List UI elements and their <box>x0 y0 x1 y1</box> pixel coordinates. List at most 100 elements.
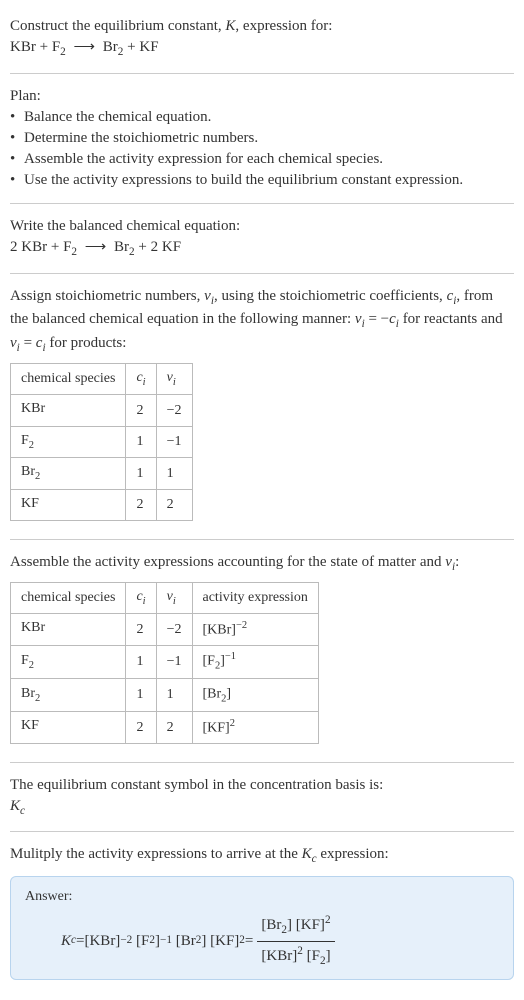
var-c: c <box>389 311 396 327</box>
superscript: −1 <box>225 651 236 662</box>
bullet-icon: • <box>10 149 24 170</box>
divider <box>10 73 514 74</box>
var-k: K <box>61 931 71 952</box>
text: [KBr] <box>261 948 297 964</box>
table-row: KF22[KF]2 <box>11 712 319 743</box>
text: [Br <box>203 687 222 702</box>
numerator: [Br2] [KF]2 <box>257 913 334 942</box>
cell-species: KBr <box>11 395 126 426</box>
superscript: −1 <box>160 933 172 949</box>
arrow-icon: ⟶ <box>85 237 107 258</box>
text: Br <box>21 464 35 479</box>
col-species: chemical species <box>11 582 126 613</box>
subscript: 2 <box>35 471 40 482</box>
balanced-equation: 2 KBr + F2 ⟶ Br2 + 2 KF <box>10 237 514 261</box>
cell-c: 2 <box>126 395 156 426</box>
text: Assign stoichiometric numbers, <box>10 288 204 304</box>
sub-c: c <box>20 805 25 817</box>
text: : <box>455 554 459 570</box>
text: ] [KF] <box>287 917 325 933</box>
cell-c: 2 <box>126 614 156 645</box>
plan-bullet: •Balance the chemical equation. <box>10 107 514 128</box>
var-nu: ν <box>355 311 362 327</box>
text: Mulitply the activity expressions to arr… <box>10 846 302 862</box>
cell-v: −2 <box>156 614 192 645</box>
answer-expression: Kc = [KBr]−2 [F2]−1 [Br2] [KF]2 = [Br2] … <box>25 913 499 970</box>
col-ci: ci <box>126 363 156 394</box>
term: [F <box>136 931 149 952</box>
sub-i: i <box>143 596 146 607</box>
text: [F <box>203 654 215 669</box>
divider <box>10 203 514 204</box>
arrow-icon: ⟶ <box>74 37 96 58</box>
subscript: 2 <box>29 440 34 451</box>
species: F <box>52 39 60 55</box>
cell-species: KBr <box>11 614 126 645</box>
text: Br <box>21 686 35 701</box>
text: [KBr] <box>203 623 236 638</box>
assign-text: Assign stoichiometric numbers, νi, using… <box>10 286 514 357</box>
cell-v: 2 <box>156 489 192 520</box>
text: [KF] <box>203 720 230 735</box>
text: [F <box>303 948 320 964</box>
text: = − <box>365 311 389 327</box>
text: [Br <box>261 917 281 933</box>
var-k: K <box>10 798 20 814</box>
bullet-text: Determine the stoichiometric numbers. <box>24 128 258 149</box>
species: Br <box>103 39 118 55</box>
cell-species: F2 <box>11 426 126 457</box>
unbalanced-equation: KBr + F2 ⟶ Br2 + KF <box>10 37 514 61</box>
cell-c: 1 <box>126 645 156 678</box>
subscript: 2 <box>71 246 77 258</box>
cell-c: 1 <box>126 426 156 457</box>
table-row: KBr2−2 <box>11 395 193 426</box>
cell-species: Br2 <box>11 458 126 489</box>
divider <box>10 831 514 832</box>
bullet-text: Use the activity expressions to build th… <box>24 170 463 191</box>
answer-box: Answer: Kc = [KBr]−2 [F2]−1 [Br2] [KF]2 … <box>10 876 514 980</box>
plus: + <box>135 239 151 255</box>
cell-c: 1 <box>126 458 156 489</box>
assemble-section: Assemble the activity expressions accoun… <box>10 544 514 757</box>
sub-i: i <box>143 377 146 388</box>
term: [Br <box>176 931 196 952</box>
col-ci: ci <box>126 582 156 613</box>
superscript: 2 <box>325 914 331 926</box>
balanced-section: Write the balanced chemical equation: 2 … <box>10 208 514 269</box>
plus: + <box>47 239 63 255</box>
table-row: KBr2−2[KBr]−2 <box>11 614 319 645</box>
cell-c: 2 <box>126 489 156 520</box>
text: ] <box>326 948 331 964</box>
text: KF <box>21 496 39 511</box>
cell-c: 2 <box>126 712 156 743</box>
cell-v: 2 <box>156 712 192 743</box>
activity-table: chemical species ci νi activity expressi… <box>10 582 319 744</box>
table-row: KF 22 <box>11 489 193 520</box>
species: KBr <box>10 39 36 55</box>
var-k: K <box>302 846 312 862</box>
balanced-title: Write the balanced chemical equation: <box>10 216 514 237</box>
multiply-section: Mulitply the activity expressions to arr… <box>10 836 514 992</box>
bullet-icon: • <box>10 107 24 128</box>
cell-species: Br2 <box>11 679 126 712</box>
stoich-table: chemical species ci νi KBr2−2 F21−1 Br21… <box>10 363 193 521</box>
bullet-icon: • <box>10 170 24 191</box>
cell-c: 1 <box>126 679 156 712</box>
term: 2 KF <box>151 239 181 255</box>
term: [KF] <box>210 931 239 952</box>
plan-bullet: •Determine the stoichiometric numbers. <box>10 128 514 149</box>
denominator: [KBr]2 [F2] <box>257 942 334 970</box>
equals: = <box>245 931 253 952</box>
plan-bullet: •Assemble the activity expression for ea… <box>10 149 514 170</box>
multiply-text: Mulitply the activity expressions to arr… <box>10 844 514 868</box>
table-row: F21 −1[F2]−1 <box>11 645 319 678</box>
cell-species: F2 <box>11 645 126 678</box>
term: [KBr] <box>84 931 120 952</box>
var-nu: ν <box>10 335 17 351</box>
superscript: 2 <box>230 718 235 729</box>
cell-v: 1 <box>156 458 192 489</box>
table-row: Br211[Br2] <box>11 679 319 712</box>
col-species: chemical species <box>11 363 126 394</box>
kc-symbol: Kc <box>10 796 514 820</box>
cell-activity: [F2]−1 <box>192 645 318 678</box>
